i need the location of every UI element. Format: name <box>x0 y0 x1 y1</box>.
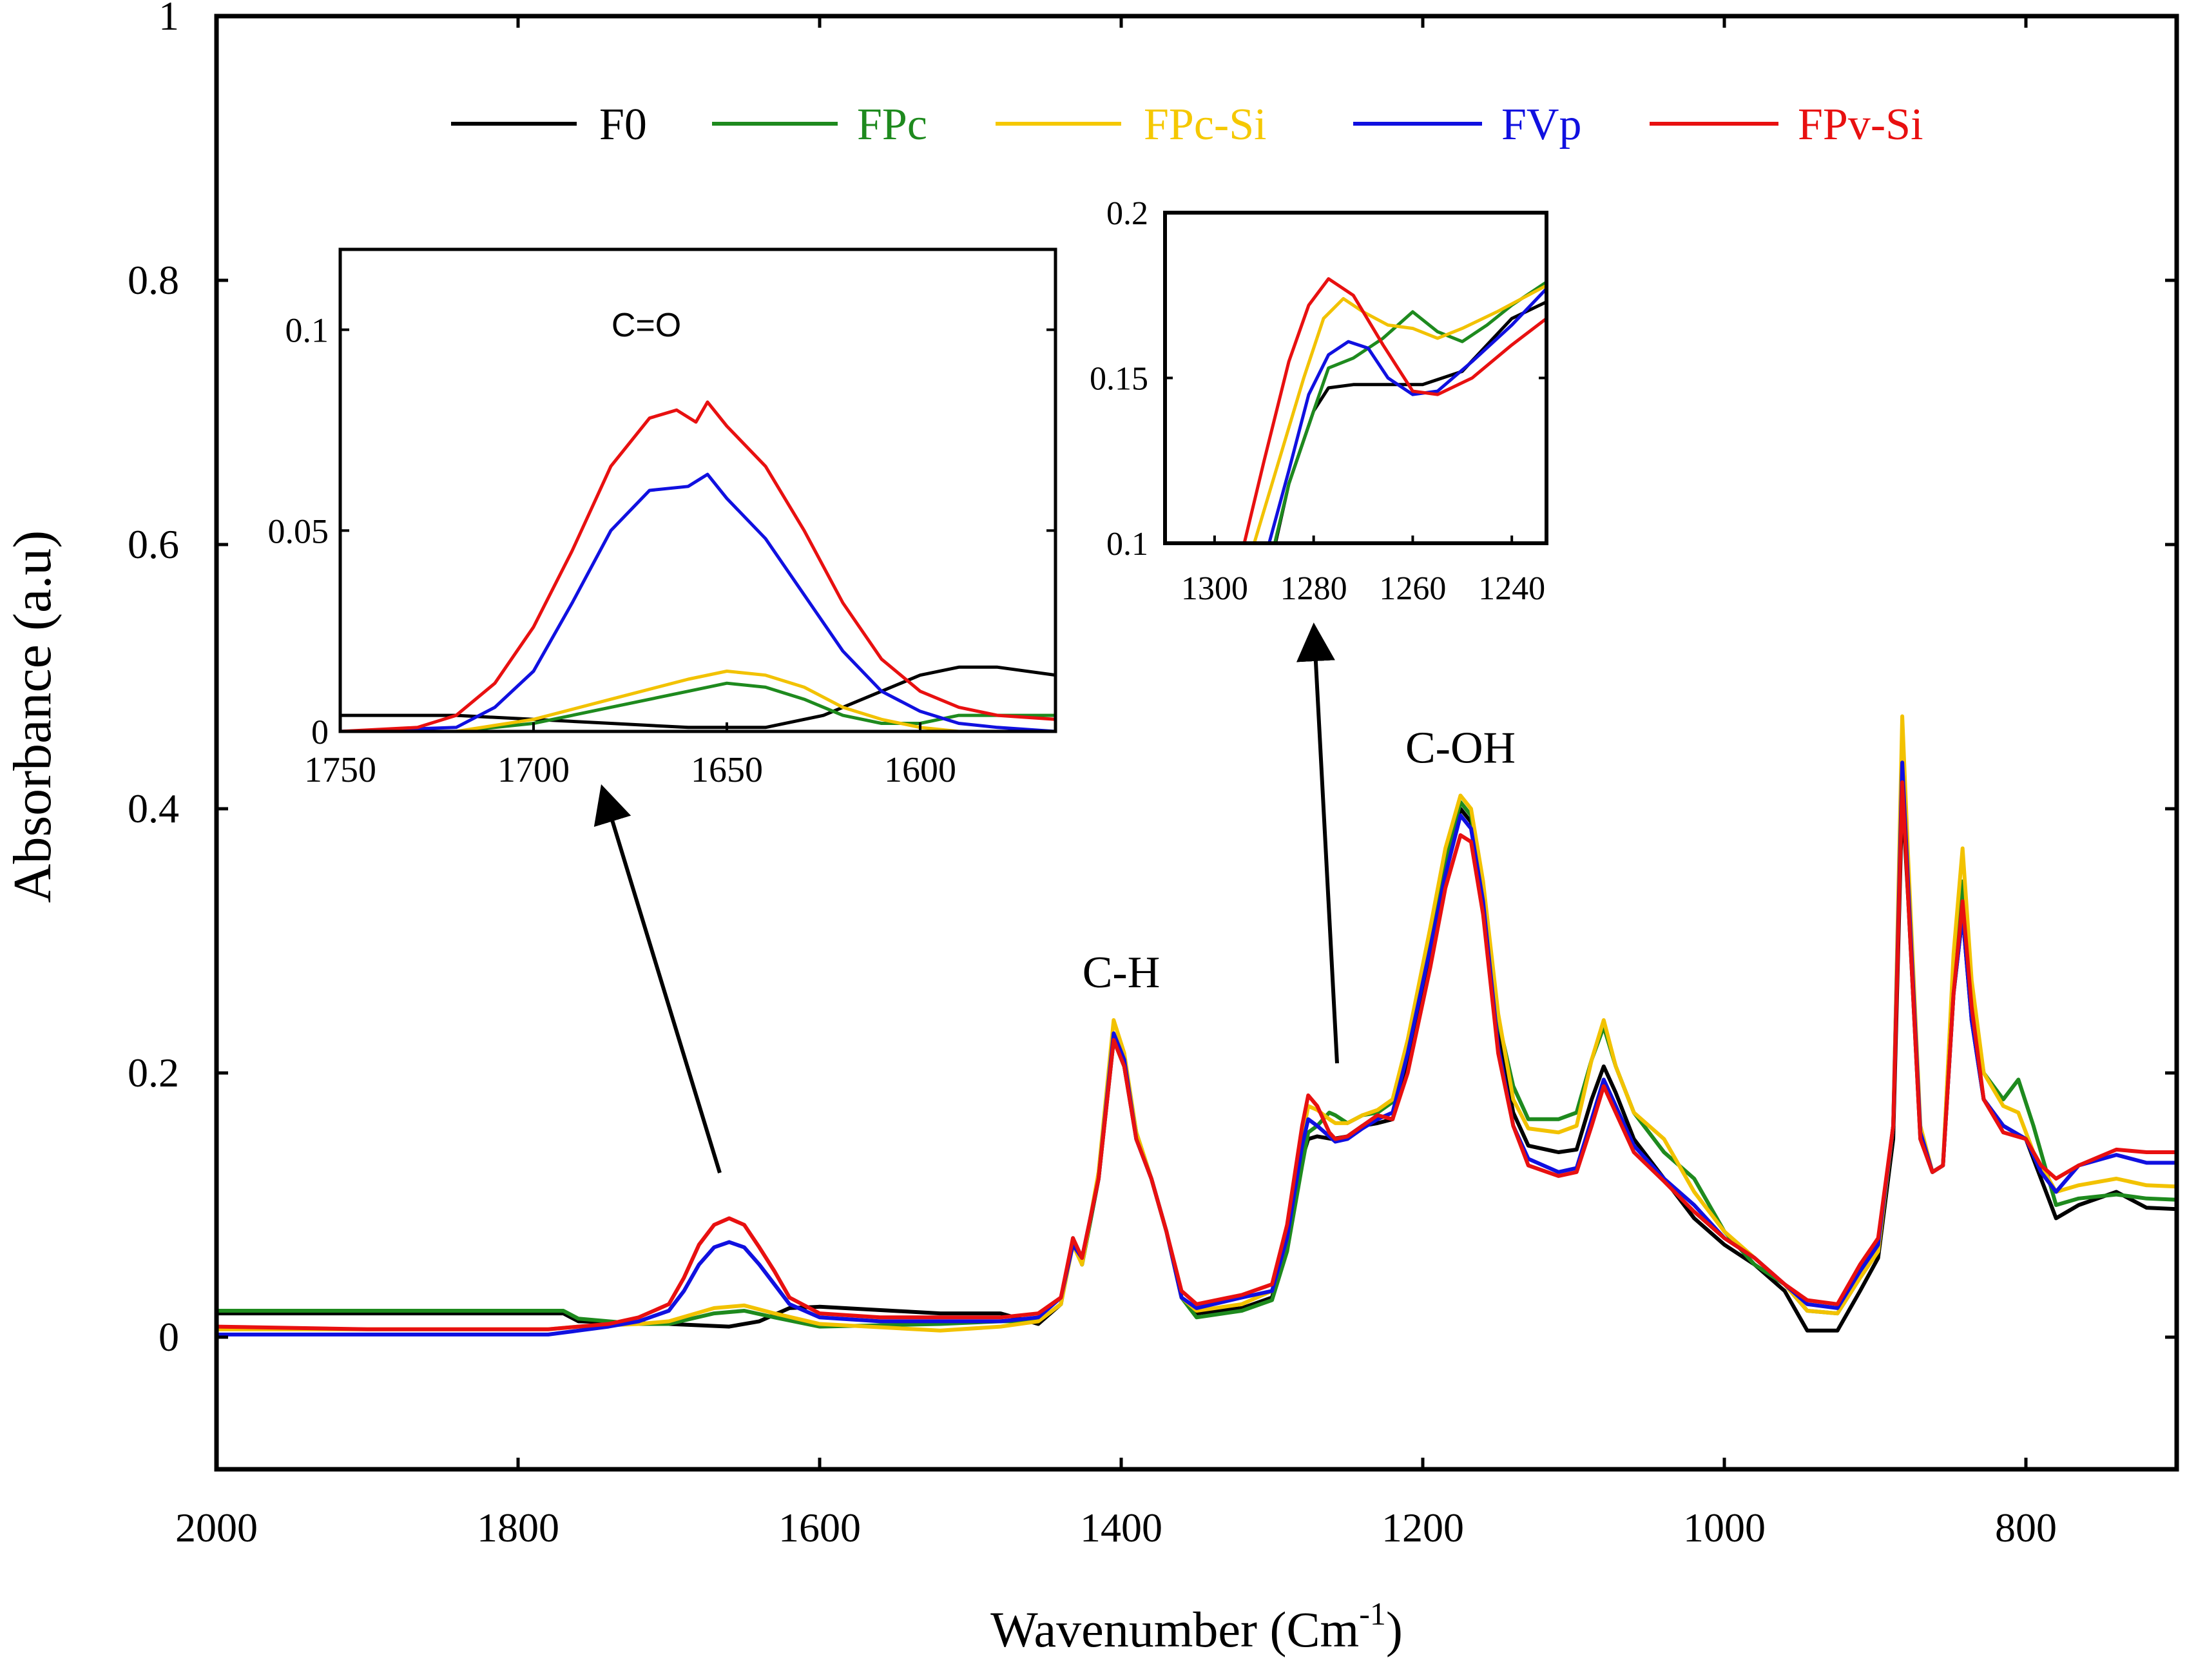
arrow-to-hydroxyl-inset <box>1296 623 1339 1064</box>
inset-carbonyl-x-tick-label-1750: 1750 <box>304 750 376 790</box>
inset-carbonyl-series-line-fpc <box>340 681 1055 731</box>
main-plot-frame <box>214 14 2179 1472</box>
annotation-c-oh: C-OH <box>1405 723 1516 773</box>
main-x-tick-label-800: 800 <box>1995 1505 2057 1550</box>
inset-carbonyl-y-axis: 0 0.05 0.1 <box>268 311 1055 751</box>
inset-carbonyl-y-tick-label-0: 0 <box>311 713 329 751</box>
legend: F0 FPc FPc-Si FVp FPv-Si <box>451 100 1923 150</box>
inset-hydroxyl-series-line-fpc-si <box>1253 284 1546 543</box>
main-y-tick-label-0-6: 0.6 <box>128 521 179 567</box>
main-plot: 2000 1800 1600 1400 1200 1000 800 0 0.2 0.4 0.6 0.… <box>128 0 2179 1550</box>
inset-carbonyl: 1750 1700 1650 1600 0 0.05 0.1 C=O <box>268 247 1057 790</box>
x-axis-title: Wavenumber (Cm-1) <box>990 1596 1403 1657</box>
inset-carbonyl-frame <box>338 247 1057 733</box>
main-x-tick-label-1200: 1200 <box>1382 1505 1464 1550</box>
inset-hydroxyl-series-line-fpv-si <box>1242 277 1546 543</box>
inset-carbonyl-x-tick-label-1650: 1650 <box>691 750 763 790</box>
inset-carbonyl-series-line-fvp <box>340 472 1055 731</box>
inset-hydroxyl-x-tick-label-1280: 1280 <box>1280 570 1347 607</box>
inset-hydroxyl-y-tick-label-0-15: 0.15 <box>1090 361 1148 398</box>
arrow-to-carbonyl-inset <box>593 784 722 1173</box>
x-axis-title-superscript: -1 <box>1359 1596 1386 1632</box>
inset-hydroxyl: 1300 1280 1260 1240 0.1 0.15 0.2 <box>1090 195 1548 607</box>
main-y-tick-label-0-2: 0.2 <box>128 1050 179 1096</box>
main-x-axis: 2000 1800 1600 1400 1200 1000 800 <box>175 16 2057 1550</box>
inset-hydroxyl-y-tick-label-0-2: 0.2 <box>1106 195 1148 232</box>
main-series-group <box>217 714 2177 1337</box>
y-axis-title: Absorbance (a.u) <box>3 530 63 903</box>
inset-carbonyl-y-tick-label-0-05: 0.05 <box>268 512 329 550</box>
main-y-tick-label-0: 0 <box>159 1314 179 1360</box>
inset-hydroxyl-x-tick-label-1300: 1300 <box>1181 570 1248 607</box>
inset-hydroxyl-x-axis: 1300 1280 1260 1240 <box>1181 536 1545 607</box>
x-axis-title-main: Wavenumber (Cm <box>990 1601 1359 1657</box>
inset-carbonyl-series-line-fpv-si <box>340 400 1055 731</box>
x-axis-title-close: ) <box>1386 1601 1403 1657</box>
inset-hydroxyl-background <box>1165 213 1546 543</box>
main-x-tick-label-2000: 2000 <box>175 1505 258 1550</box>
legend-label-fpc: FPc <box>857 100 927 150</box>
inset-carbonyl-title: C=O <box>612 307 681 344</box>
main-y-axis: 0 0.2 0.4 0.6 0.8 1 <box>128 0 2177 1360</box>
main-y-tick-label-1: 1 <box>159 0 179 39</box>
inset-hydroxyl-y-tick-label-0-1: 0.1 <box>1106 526 1148 563</box>
main-x-tick-label-1600: 1600 <box>778 1505 861 1550</box>
main-y-tick-label-0-4: 0.4 <box>128 786 179 831</box>
main-annotations: C-H C-OH <box>1083 723 1516 998</box>
inset-carbonyl-x-axis: 1750 1700 1650 1600 <box>304 722 956 790</box>
main-y-tick-label-0-8: 0.8 <box>128 257 179 303</box>
inset-carbonyl-y-tick-label-0-1: 0.1 <box>285 311 329 350</box>
main-x-tick-label-1000: 1000 <box>1683 1505 1766 1550</box>
annotation-c-h: C-H <box>1083 948 1161 998</box>
legend-label-fpc-si: FPc-Si <box>1144 100 1267 150</box>
inset-hydroxyl-x-tick-label-1260: 1260 <box>1379 570 1446 607</box>
inset-carbonyl-background <box>340 249 1055 731</box>
inset-carbonyl-x-tick-label-1600: 1600 <box>884 750 956 790</box>
inset-carbonyl-x-tick-label-1700: 1700 <box>497 750 570 790</box>
inset-hydroxyl-y-axis: 0.1 0.15 0.2 <box>1090 195 1546 563</box>
legend-label-f0: F0 <box>599 100 647 150</box>
main-series-line-fpv-si <box>217 780 2177 1331</box>
inset-carbonyl-series-line-f0 <box>340 665 1055 729</box>
legend-label-fpv-si: FPv-Si <box>1798 100 1923 150</box>
legend-label-fvp: FVp <box>1501 100 1581 150</box>
inset-hydroxyl-series-line-fvp <box>1267 287 1546 543</box>
main-x-tick-label-1400: 1400 <box>1080 1505 1162 1550</box>
inset-hydroxyl-series-group <box>1242 277 1546 543</box>
main-x-tick-label-1800: 1800 <box>477 1505 559 1550</box>
inset-hydroxyl-x-tick-label-1240: 1240 <box>1478 570 1545 607</box>
